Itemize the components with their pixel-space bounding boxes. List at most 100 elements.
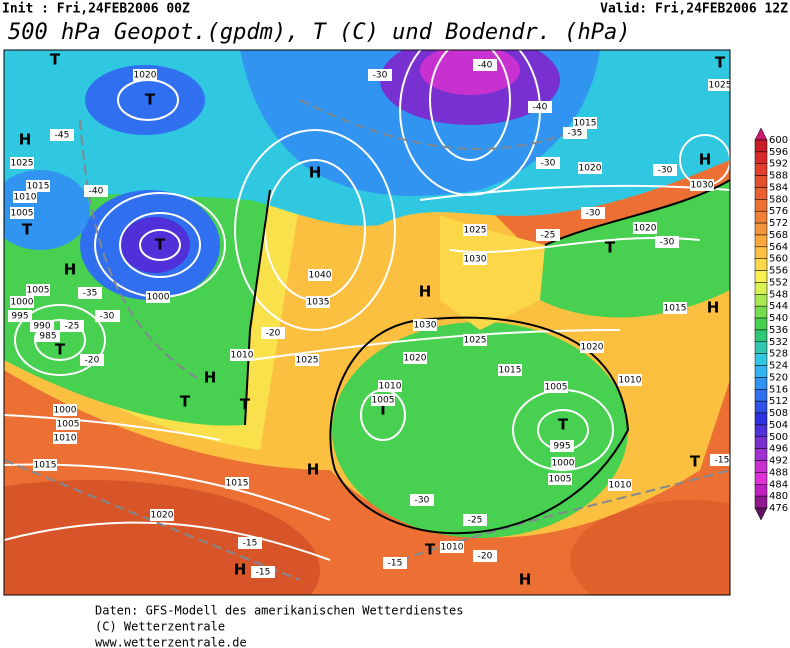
- label-bg: [473, 59, 497, 71]
- label-bg: [710, 454, 730, 466]
- contour-label: 990: [33, 322, 50, 332]
- colorbar-box: [754, 400, 768, 414]
- colorbar-box: [754, 460, 768, 473]
- colorbar-label: 492: [769, 456, 788, 467]
- colorbar-box: [754, 377, 768, 390]
- contour-label: 1025: [464, 226, 487, 236]
- colorbar-box: [754, 175, 768, 188]
- colorbar-box: [754, 495, 768, 509]
- contour-label: -15: [388, 559, 403, 569]
- colorbar-label: 588: [769, 171, 788, 182]
- colorbar-box: [754, 163, 768, 176]
- label-bg: [550, 440, 574, 452]
- contour-label: -25: [468, 516, 483, 526]
- colorbar-box: [754, 448, 768, 461]
- label-bg: [10, 207, 34, 219]
- pressure-center: T: [715, 54, 726, 72]
- label-bg: [133, 69, 157, 81]
- colorbar-label: 532: [769, 337, 788, 348]
- pressure-center: H: [419, 283, 432, 301]
- contour-label: 1005: [549, 475, 572, 485]
- contour-label: 1015: [226, 479, 249, 489]
- contour-label: -30: [658, 166, 673, 176]
- contour-label: 1025: [11, 159, 34, 169]
- label-bg: [463, 334, 487, 346]
- title: 500 hPa Geopot.(gpdm), T (C) und Bodendr…: [8, 20, 631, 45]
- contour-label: 1000: [54, 406, 77, 416]
- label-bg: [30, 320, 54, 332]
- label-bg: [306, 296, 330, 308]
- colorbar-box: [754, 329, 768, 343]
- contour-label: 1010: [441, 543, 464, 553]
- colorbar-box: [754, 484, 768, 497]
- area: [4, 170, 90, 250]
- label-bg: [383, 557, 407, 569]
- pressure-center: H: [234, 561, 247, 579]
- contour-label: -20: [478, 552, 493, 562]
- pressure-center: T: [558, 416, 569, 434]
- pressure-center: H: [19, 131, 32, 149]
- contour-label: -35: [568, 129, 583, 139]
- label-bg: [463, 253, 487, 265]
- area: [332, 322, 628, 538]
- colorbar-box: [754, 353, 768, 366]
- pressure-center: T: [145, 91, 156, 109]
- contour-label: -15: [243, 539, 258, 549]
- label-bg: [528, 101, 552, 113]
- colorbar-box: [754, 317, 768, 331]
- label-bg: [308, 269, 332, 281]
- contour-label: -30: [586, 209, 601, 219]
- contour-label: -30: [660, 238, 675, 248]
- colorbar: 6005965925885845805765725685645605565525…: [754, 127, 788, 521]
- label-bg: [473, 550, 497, 562]
- colorbar-label: 596: [769, 147, 788, 158]
- contour-label: -15: [715, 456, 730, 466]
- contour-label: -40: [89, 187, 104, 197]
- pressure-center: H: [204, 369, 217, 387]
- label-bg: [653, 164, 677, 176]
- colorbar-box: [754, 365, 768, 378]
- label-bg: [413, 319, 437, 331]
- colorbar-box: [754, 139, 768, 153]
- contour-label: -40: [478, 61, 493, 71]
- colorbar-box: [754, 472, 768, 485]
- colorbar-label: 568: [769, 230, 788, 241]
- footer-line: www.wetterzentrale.de: [95, 636, 247, 648]
- colorbar-cap: [754, 127, 768, 141]
- colorbar-label: 520: [769, 372, 788, 383]
- contour-label: -40: [533, 103, 548, 113]
- pressure-center: T: [180, 393, 191, 411]
- colorbar-label: 592: [769, 159, 788, 170]
- contour-label: 1035: [307, 298, 330, 308]
- contour-label: 995: [11, 312, 28, 322]
- label-bg: [251, 566, 275, 578]
- label-bg: [150, 509, 174, 521]
- colorbar-label: 580: [769, 194, 788, 205]
- label-bg: [36, 330, 60, 342]
- footer-line: (C) Wetterzentrale: [95, 620, 225, 634]
- label-bg: [581, 207, 605, 219]
- colorbar-box: [754, 341, 768, 354]
- colorbar-label: 548: [769, 289, 788, 300]
- colorbar-box: [754, 282, 768, 295]
- colorbar-label: 576: [769, 206, 788, 217]
- label-bg: [618, 374, 642, 386]
- colorbar-label: 528: [769, 349, 788, 360]
- pressure-center: T: [690, 453, 701, 471]
- contour-label: 1025: [296, 356, 319, 366]
- colorbar-cap: [754, 507, 768, 521]
- contour-label: -30: [373, 71, 388, 81]
- colorbar-label: 512: [769, 396, 788, 407]
- area: [85, 65, 205, 135]
- colorbar-label: 476: [769, 503, 788, 514]
- label-bg: [463, 514, 487, 526]
- label-bg: [371, 394, 395, 406]
- colorbar-label: 540: [769, 313, 788, 324]
- pressure-center: H: [309, 164, 322, 182]
- label-bg: [238, 537, 262, 549]
- colorbar-box: [754, 187, 768, 200]
- init-time: Init : Fri,24FEB2006 00Z: [2, 2, 190, 17]
- contour-label: 1010: [619, 376, 642, 386]
- area: [120, 217, 190, 273]
